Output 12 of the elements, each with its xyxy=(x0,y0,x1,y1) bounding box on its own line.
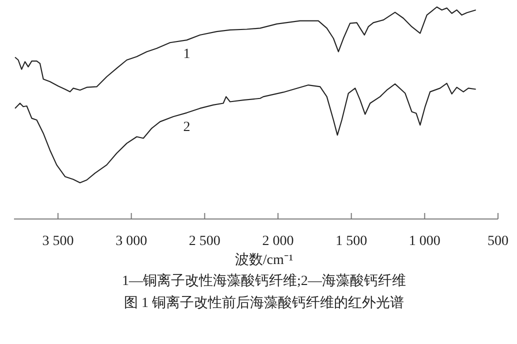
x-tick-label: 500 xyxy=(488,234,508,249)
x-tick-label: 3 500 xyxy=(42,234,74,249)
x-axis-title: 波数/cm⁻¹ xyxy=(234,252,294,268)
text: 1—铜离子改性海藻酸钙纤维;2—海藻酸钙纤维 xyxy=(122,273,406,289)
x-tick-label: 3 000 xyxy=(116,234,148,249)
x-tick-label: 1 500 xyxy=(336,234,368,249)
series-label: 2 xyxy=(183,120,190,135)
series-label: 1 xyxy=(183,47,190,62)
text: 图 1 铜离子改性前后海藻酸钙纤维的红外光谱 xyxy=(124,295,404,311)
x-tick-label: 1 000 xyxy=(408,234,440,249)
x-tick-label: 2 500 xyxy=(188,234,220,249)
x-tick-label: 2 000 xyxy=(262,234,294,249)
